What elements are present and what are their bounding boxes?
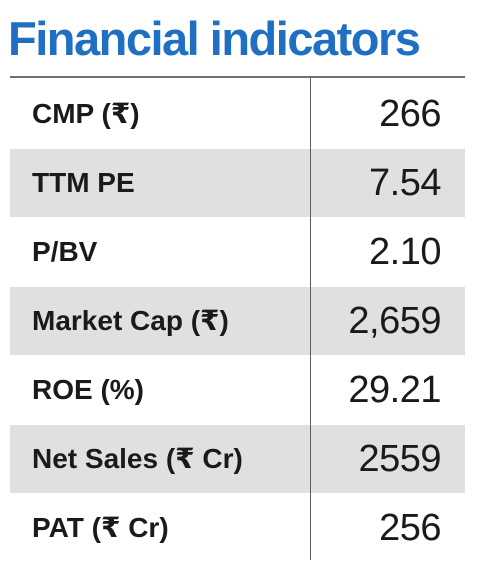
indicator-value: 7.54 <box>369 162 441 204</box>
indicator-label: ROE (%) <box>32 374 144 405</box>
indicator-label: PAT (₹ Cr) <box>32 512 169 543</box>
indicator-value: 256 <box>379 507 441 549</box>
indicator-value: 2559 <box>358 438 441 480</box>
indicator-row-roe: ROE (%) 29.21 <box>10 356 465 424</box>
title-underline <box>10 76 465 78</box>
indicator-row-pbv: P/BV 2.10 <box>10 218 465 286</box>
indicator-row-cmp: CMP (₹) 266 <box>10 80 465 148</box>
indicator-label: P/BV <box>32 236 98 267</box>
column-divider <box>310 78 311 560</box>
indicator-row-pat: PAT (₹ Cr) 256 <box>10 494 465 562</box>
indicator-label: Net Sales (₹ Cr) <box>32 443 243 474</box>
indicator-label: Market Cap (₹) <box>32 305 229 336</box>
indicator-label: TTM PE <box>32 167 135 198</box>
indicator-row-market-cap: Market Cap (₹) 2,659 <box>10 287 465 355</box>
indicator-value: 29.21 <box>348 369 441 411</box>
indicator-label: CMP (₹) <box>32 98 140 129</box>
indicator-value: 2.10 <box>369 231 441 273</box>
indicator-row-net-sales: Net Sales (₹ Cr) 2559 <box>10 425 465 493</box>
table-title: Financial indicators <box>8 12 421 65</box>
indicator-value: 266 <box>379 93 441 135</box>
indicators-table: CMP (₹) 266 TTM PE 7.54 P/BV 2.10 Market… <box>10 80 465 563</box>
indicator-row-ttm-pe: TTM PE 7.54 <box>10 149 465 217</box>
indicator-value: 2,659 <box>348 300 441 342</box>
